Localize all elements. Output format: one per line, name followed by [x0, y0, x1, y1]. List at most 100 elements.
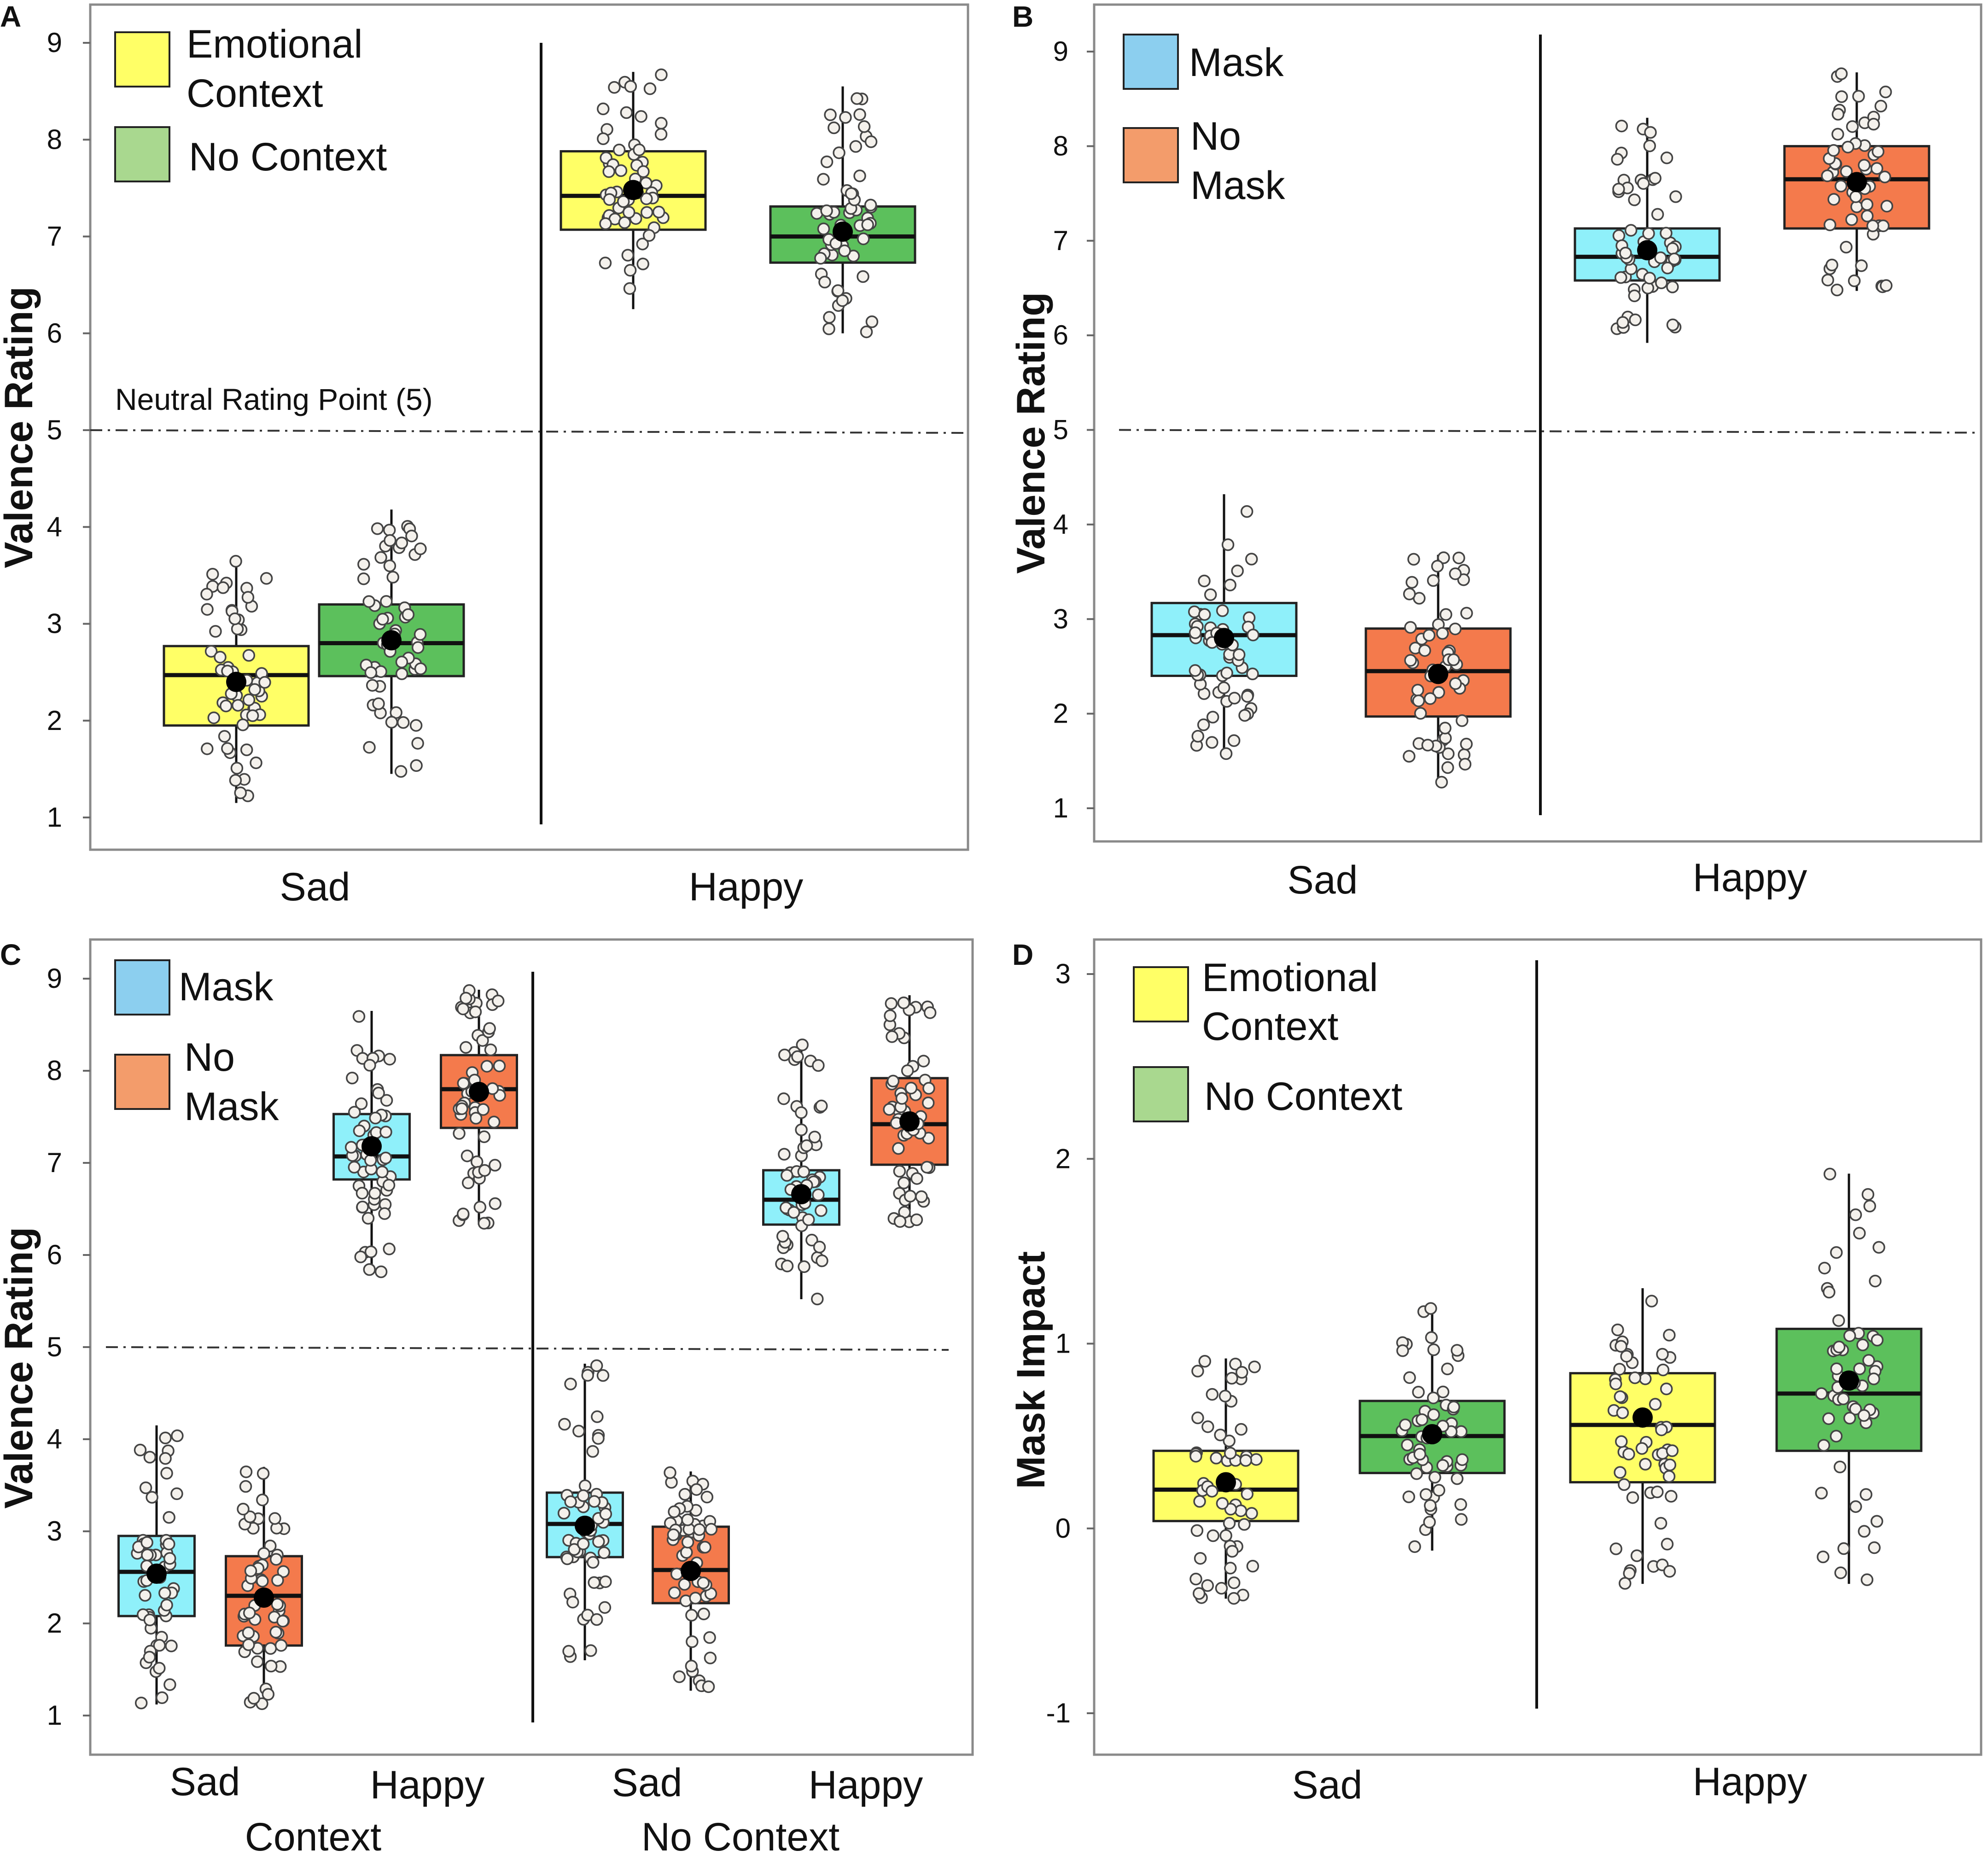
- panel-b-mean-point: [1847, 172, 1867, 193]
- panel-b-observation-point: [1661, 262, 1674, 274]
- panel-c-observation-point: [697, 1576, 710, 1589]
- panel-a-observation-point: [603, 193, 616, 206]
- panel-b-observation-point: [1877, 219, 1890, 233]
- panel-b-observation-point: [1198, 574, 1211, 588]
- panel-c-observation-point: [811, 1292, 824, 1306]
- panel-b-observation-point: [1840, 240, 1853, 254]
- panel-c-observation-point: [247, 1692, 260, 1705]
- panel-c-mean-point: [361, 1136, 382, 1156]
- panel-a-boxes: [163, 68, 916, 803]
- panel-b-observation-point: [1629, 313, 1642, 327]
- panel-a-observation-point: [853, 169, 866, 182]
- panel-a-observation-point: [633, 143, 646, 157]
- panel-d-observation-point: [1207, 1529, 1220, 1542]
- panel-a-observation-point: [635, 110, 647, 123]
- panel-c-observation-point: [239, 1480, 252, 1493]
- panel-d-observation-point: [1223, 1435, 1236, 1447]
- panel-a-observation-point: [201, 603, 214, 616]
- panel-b-observation-point: [1449, 677, 1462, 690]
- panel-c-observation-point: [153, 1662, 166, 1675]
- panel-d-observation-point: [1210, 1452, 1223, 1465]
- panel-c-observation-point: [239, 1465, 253, 1478]
- panel-b-observation-point: [1852, 90, 1865, 103]
- panel-d-observation-point: [1215, 1582, 1228, 1595]
- panel-c-observation-point: [364, 1154, 377, 1167]
- panel-c-observation-point: [813, 1241, 826, 1254]
- panel-a-observation-point: [614, 164, 628, 177]
- panel-c-observation-point: [812, 1188, 825, 1202]
- panel-a-observation-point: [201, 742, 214, 755]
- panel-b-observation-point: [1457, 573, 1470, 586]
- panel-a-observation-point: [602, 165, 615, 178]
- panel-a-y-tick-label: 1: [47, 802, 62, 833]
- panel-c-observation-point: [146, 1491, 158, 1504]
- panel-c-observation-point: [705, 1523, 718, 1536]
- panel-c-observation-point: [163, 1552, 176, 1565]
- panel-d-observation-point: [1862, 1354, 1875, 1367]
- panel-b-observation-point: [1651, 208, 1664, 221]
- panel-d-box-0: [1152, 1354, 1300, 1605]
- panel-c-observation-point: [702, 1680, 715, 1693]
- panel-b-y-tick-label: 9: [1053, 36, 1068, 67]
- panel-b-observation-point: [1437, 551, 1450, 564]
- panel-d-observation-point: [1206, 1485, 1218, 1498]
- panel-d-mean-point: [1632, 1407, 1653, 1428]
- panel-c-observation-point: [910, 1172, 923, 1185]
- panel-d-observation-point: [1615, 1340, 1627, 1353]
- panel-d-observation-point: [1238, 1518, 1251, 1531]
- panel-d-observation-point: [1201, 1420, 1214, 1433]
- panel-a-observation-point: [620, 106, 633, 119]
- panel-c-observation-point: [581, 1369, 594, 1382]
- panel-a-x-label-happy: Happy: [689, 865, 804, 909]
- panel-b-legend-label-mask-2: Mask: [1190, 163, 1285, 208]
- panel-b-observation-point: [1440, 608, 1452, 621]
- panel-b-observation-point: [1432, 686, 1446, 699]
- panel-a-observation-point: [374, 551, 387, 564]
- panel-a-observation-point: [865, 315, 879, 328]
- panel-a-observation-point: [228, 612, 241, 625]
- panel-a-observation-point: [372, 697, 385, 710]
- panel-b-observation-point: [1615, 119, 1628, 133]
- panel-b-observation-point: [1628, 289, 1641, 303]
- panel-d-observation-point: [1193, 1495, 1206, 1508]
- panel-d-y-tick-label: -1: [1046, 1698, 1071, 1728]
- panel-d-observation-point: [1662, 1470, 1676, 1483]
- panel-c-observation-point: [815, 1099, 828, 1113]
- panel-d-observation-point: [1817, 1550, 1830, 1564]
- panel-d-observation-point: [1401, 1438, 1414, 1452]
- panel-a-observation-point: [207, 711, 221, 724]
- panel-c-observation-point: [374, 1265, 388, 1278]
- panel-d-observation-point: [1849, 1500, 1862, 1513]
- panel-c-observation-point: [564, 1377, 577, 1390]
- panel-c-observation-point: [368, 1187, 381, 1200]
- panel-c-observation-point: [480, 1060, 494, 1073]
- panel-b-observation-point: [1227, 734, 1241, 747]
- panel-a-observation-point: [623, 282, 636, 295]
- panel-b-observation-point: [1654, 251, 1667, 264]
- panel-c-observation-point: [566, 1595, 579, 1609]
- panel-a-y-tick-label: 9: [47, 27, 62, 58]
- panel-d-observation-point: [1190, 1524, 1204, 1537]
- panel-c-box-6: [762, 1038, 840, 1306]
- panel-c-observation-point: [163, 1678, 176, 1691]
- panel-a-observation-point: [240, 743, 253, 756]
- panel-b-observation-point: [1644, 126, 1657, 139]
- panel-b-mean-point: [1214, 628, 1234, 648]
- panel-c-observation-point: [673, 1670, 686, 1683]
- panel-a-observation-point: [414, 628, 427, 641]
- panel-d-observation-point: [1216, 1497, 1229, 1510]
- panel-c-y-ticks: 1 2 3 4 5 6 7 8 9: [47, 963, 90, 1731]
- panel-a-observation-point: [824, 108, 837, 121]
- panel-c-observation-point: [459, 1041, 472, 1054]
- panel-d-observation-point: [1853, 1362, 1866, 1375]
- panel-c-observation-point: [356, 1186, 369, 1200]
- panel-c-observation-point: [344, 1141, 358, 1154]
- panel-d-x-label-happy: Happy: [1693, 1760, 1807, 1804]
- panel-d-observation-point: [1843, 1329, 1856, 1342]
- panel-c-observation-point: [815, 1204, 828, 1217]
- panel-a-y-axis-label: Valence Rating: [0, 286, 41, 568]
- panel-d-observation-point: [1424, 1302, 1437, 1315]
- panel-b-observation-point: [1232, 648, 1246, 661]
- panel-c-observation-point: [352, 1010, 366, 1023]
- panel-c-observation-point: [363, 1263, 376, 1276]
